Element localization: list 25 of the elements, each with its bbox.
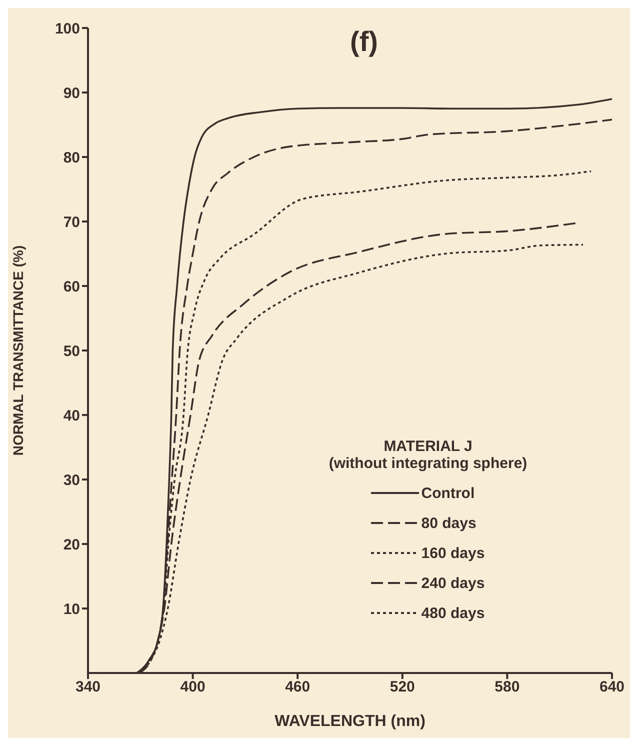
x-tick-label: 580	[494, 678, 520, 696]
x-tick-label: 460	[285, 678, 310, 696]
legend-label: 160 days	[421, 544, 485, 562]
x-tick-label: 640	[599, 678, 625, 696]
chart-title: (f)	[349, 26, 379, 58]
y-axis-title: NORMAL TRANSMITTANCE (%)	[10, 245, 26, 456]
y-tick-label: 70	[63, 214, 80, 231]
y-tick-label: 100	[54, 20, 80, 38]
legend-label: 80 days	[421, 514, 476, 532]
x-tick-label: 520	[390, 678, 415, 696]
legend-label: 240 days	[421, 574, 485, 592]
y-tick-label: 10	[63, 600, 80, 618]
y-tick-label: 50	[63, 342, 80, 360]
legend-label: 480 days	[421, 604, 485, 622]
y-tick-label: 80	[63, 149, 80, 166]
legend-label: Control	[421, 484, 475, 502]
y-tick-label: 30	[63, 472, 80, 489]
y-tick-label: 40	[63, 407, 80, 424]
x-tick-label: 340	[75, 678, 101, 696]
x-axis-title: WAVELENGTH (nm)	[274, 713, 426, 730]
x-tick-label: 400	[180, 678, 206, 696]
y-tick-label: 90	[63, 84, 80, 102]
y-tick-label: 20	[63, 536, 80, 554]
legend-title: MATERIAL J (without integrating sphere)	[328, 438, 528, 472]
y-tick-label: 60	[63, 278, 80, 296]
